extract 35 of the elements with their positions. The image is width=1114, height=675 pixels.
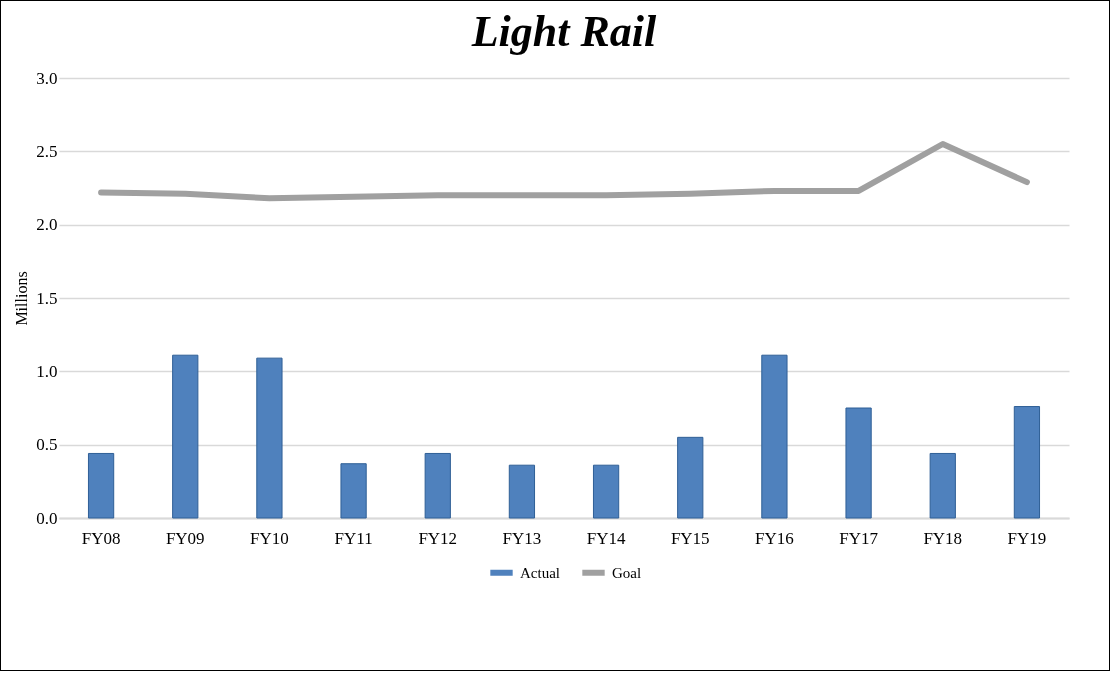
legend-label: Goal	[612, 564, 642, 581]
x-tick-label: FY15	[670, 528, 710, 548]
bar	[256, 357, 283, 519]
bar	[761, 354, 788, 519]
x-tick-label: FY12	[418, 528, 458, 548]
bar	[172, 354, 199, 519]
x-tick-label: FY14	[586, 528, 626, 548]
x-tick-label: FY18	[923, 528, 963, 548]
x-tick-label: FY13	[502, 528, 542, 548]
y-tick-label: 0.5	[36, 435, 58, 455]
y-tick-label: 0.0	[36, 508, 58, 528]
bar	[508, 464, 536, 519]
x-tick-label: FY16	[755, 528, 794, 548]
y-tick-label: 2.5	[36, 141, 58, 161]
bar	[592, 464, 620, 519]
bar	[929, 452, 956, 519]
y-tick-label: 1.0	[36, 361, 58, 381]
bar	[845, 407, 872, 519]
x-tick-label: FY10	[250, 528, 289, 548]
x-tick-label: FY17	[839, 528, 879, 548]
bar	[87, 452, 115, 519]
x-tick-label: FY08	[81, 528, 121, 548]
bar	[1013, 406, 1041, 519]
bar	[677, 436, 704, 519]
x-tick-label: FY19	[1007, 528, 1047, 548]
bar	[340, 463, 367, 519]
x-tick-label: FY09	[165, 528, 205, 548]
y-tick-label: 3.0	[36, 68, 58, 88]
legend-label: Actual	[520, 564, 560, 581]
chart-title: Light Rail	[470, 7, 658, 56]
y-axis-title: Millions	[13, 271, 31, 326]
x-tick-label: FY11	[334, 528, 373, 548]
y-tick-label: 1.5	[36, 288, 58, 308]
y-tick-label: 2.0	[36, 215, 58, 235]
bar	[424, 452, 451, 519]
